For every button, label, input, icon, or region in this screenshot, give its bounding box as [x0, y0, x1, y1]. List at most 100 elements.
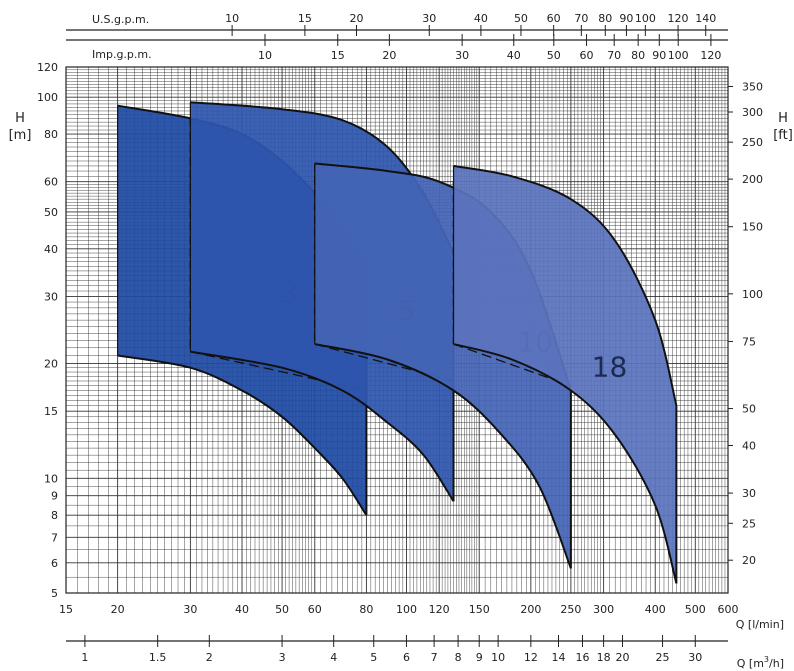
x-tick-label: 500 [685, 603, 706, 616]
x3-tick-label: 70 [574, 12, 588, 25]
x2-tick-label: 20 [616, 651, 630, 664]
x4-tick-label: 60 [580, 49, 594, 62]
max-head-curve [453, 164, 678, 406]
x2-tick-label: 10 [491, 651, 505, 664]
y-tick-label: 10 [44, 472, 58, 485]
x4-axis-title: Imp.g.p.m. [92, 48, 152, 61]
y2-tick-label: 300 [742, 106, 763, 119]
x-tick-label: 80 [359, 603, 373, 616]
axes: 15 20 30 40 50 60 80 100 120 150 200 250 300 400 500 60… [37, 12, 763, 664]
min-head-curve [314, 343, 572, 569]
x3-tick-label: 60 [547, 12, 561, 25]
overlap-lower-boundary [453, 343, 572, 387]
x2-tick-label: 2 [206, 651, 213, 664]
x2-tick-label: 1.5 [149, 651, 167, 664]
x-tick-label: 250 [560, 603, 581, 616]
y2-tick-label: 250 [742, 136, 763, 149]
y2-tick-label: 100 [742, 288, 763, 301]
x-tick-label: 100 [396, 603, 417, 616]
series-18: 18 [452, 164, 678, 584]
y-axis-title-line2: [m] [9, 128, 32, 143]
y-tick-label: 7 [51, 531, 58, 544]
x2-tick-label: 9 [476, 651, 483, 664]
y2-tick-label: 200 [742, 173, 763, 186]
x3-tick-label: 80 [598, 12, 612, 25]
y-tick-label: 5 [51, 587, 58, 600]
x2-tick-label: 5 [370, 651, 377, 664]
x2-axis-title-main: Q [m [737, 657, 764, 670]
y2-tick-label: 30 [742, 487, 756, 500]
x2-tick-label: 6 [403, 651, 410, 664]
series-area [453, 165, 677, 584]
plot-border [65, 66, 729, 594]
x-tick-label: 40 [235, 603, 249, 616]
x4-tick-label: 90 [652, 49, 666, 62]
x3-tick-label: 20 [350, 12, 364, 25]
y-tick-label: 6 [51, 557, 58, 570]
x-tick-label: 300 [593, 603, 614, 616]
x3-axis-title: U.S.g.p.m. [92, 13, 149, 26]
x-tick-label: 60 [308, 603, 322, 616]
x2-tick-label: 4 [330, 651, 337, 664]
y2-tick-label: 50 [742, 403, 756, 416]
x3-tick-label: 30 [422, 12, 436, 25]
x2-tick-label: 14 [552, 651, 566, 664]
x2-tick-label: 12 [524, 651, 538, 664]
x2-tick-label: 1 [81, 651, 88, 664]
y-tick-label: 40 [44, 243, 58, 256]
y2-tick-label: 150 [742, 221, 763, 234]
x2-tick-label: 8 [455, 651, 462, 664]
y-tick-label: 50 [44, 206, 58, 219]
overlap-lower-boundary [314, 343, 454, 382]
x-tick-label: 20 [111, 603, 125, 616]
x3-tick-label: 15 [298, 12, 312, 25]
x3-tick-label: 90 [619, 12, 633, 25]
y-tick-label: 15 [44, 405, 58, 418]
y-tick-label: 100 [37, 91, 58, 104]
y-axis-title-line1: H [15, 111, 25, 126]
x-tick-label: 600 [718, 603, 739, 616]
x2-tick-label: 18 [597, 651, 611, 664]
y2-tick-label: 40 [742, 439, 756, 452]
y2-axis-title-line1: H [778, 111, 788, 126]
series-areas: 351018 [117, 101, 678, 584]
x2-tick-label: 25 [656, 651, 670, 664]
min-head-curve [453, 343, 678, 584]
x2-axis-title-tail: /h] [769, 657, 784, 670]
x-tick-label: 120 [429, 603, 450, 616]
x2-axis-title-sup: 3 [764, 655, 769, 664]
x-tick-label: 50 [275, 603, 289, 616]
x2-axis-title: Q [m3/h] [737, 655, 784, 670]
y-tick-label: 120 [37, 61, 58, 74]
y-tick-label: 8 [51, 509, 58, 522]
x4-tick-label: 100 [668, 49, 689, 62]
x3-tick-label: 10 [225, 12, 239, 25]
x4-tick-label: 30 [455, 49, 469, 62]
y-tick-label: 9 [51, 490, 58, 503]
x-axis-title: Q [l/min] [736, 618, 784, 631]
y-tick-label: 60 [44, 176, 58, 189]
x3-tick-label: 100 [635, 12, 656, 25]
y-tick-label: 80 [44, 128, 58, 141]
x4-tick-label: 70 [607, 49, 621, 62]
x2-tick-label: 16 [575, 651, 589, 664]
y2-tick-label: 75 [742, 335, 756, 348]
x4-tick-label: 10 [258, 49, 272, 62]
plot-frame [65, 66, 729, 594]
x-tick-label: 15 [59, 603, 73, 616]
x3-tick-label: 140 [695, 12, 716, 25]
y2-tick-label: 350 [742, 80, 763, 93]
min-head-curve [117, 354, 368, 516]
x4-tick-label: 80 [631, 49, 645, 62]
min-head-curve [190, 350, 455, 502]
x2-tick-label: 3 [279, 651, 286, 664]
x2-tick-label: 7 [431, 651, 438, 664]
x3-tick-label: 50 [514, 12, 528, 25]
y-tick-label: 20 [44, 358, 58, 371]
x3-tick-label: 120 [668, 12, 689, 25]
y2-tick-label: 20 [742, 554, 756, 567]
x2-tick-label: 30 [688, 651, 702, 664]
y-tick-label: 30 [44, 290, 58, 303]
x4-tick-label: 20 [382, 49, 396, 62]
